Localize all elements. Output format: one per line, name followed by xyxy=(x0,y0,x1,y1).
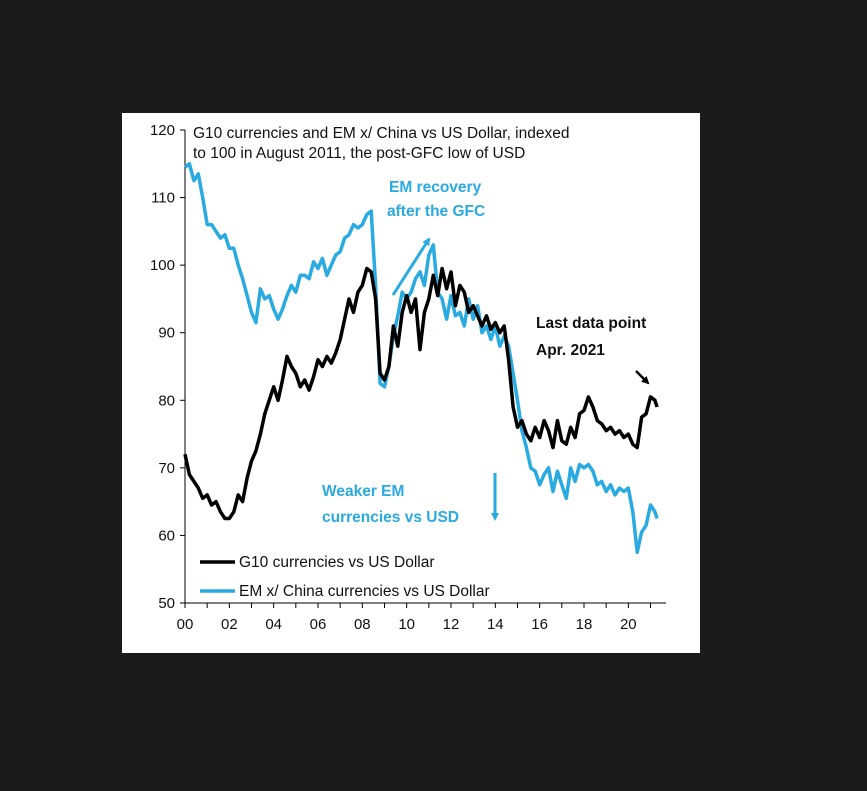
legend-label-em: EM x/ China currencies vs US Dollar xyxy=(239,583,490,600)
x-tick-label: 08 xyxy=(354,616,371,633)
y-tick-label: 50 xyxy=(158,595,175,612)
x-tick-label: 02 xyxy=(221,616,238,633)
g10-series-line xyxy=(183,266,659,521)
y-tick-label: 60 xyxy=(158,527,175,544)
x-tick-label: 10 xyxy=(398,616,415,633)
legend: G10 currencies vs US Dollar EM x/ China … xyxy=(200,554,490,600)
y-tick-label: 110 xyxy=(151,190,175,207)
chart-title-line-2: to 100 in August 2011, the post-GFC low … xyxy=(193,145,525,162)
annotation-last-point-line-1: Last data point xyxy=(536,315,646,332)
x-ticks: 00 02 04 06 08 10 12 14 16 18 20 xyxy=(177,603,651,633)
annotation-weaker-em-line-1: Weaker EM xyxy=(322,483,404,500)
annotation-em-recovery-line-2: after the GFC xyxy=(387,203,485,220)
annotation-weaker-em-line-2: currencies vs USD xyxy=(322,509,459,526)
x-tick-label: 18 xyxy=(576,616,593,633)
annotation-last-point-line-2: Apr. 2021 xyxy=(536,342,605,359)
x-tick-label: 00 xyxy=(177,616,194,633)
x-tick-label: 12 xyxy=(443,616,460,633)
last-point-arrow xyxy=(635,370,650,385)
chart-panel: G10 currencies and EM x/ China vs US Dol… xyxy=(122,113,700,653)
y-ticks: 50 60 70 80 90 100 110 120 xyxy=(150,122,185,612)
em-recovery-arrow xyxy=(391,237,431,296)
chart-title-line-1: G10 currencies and EM x/ China vs US Dol… xyxy=(193,125,569,142)
chart-svg: G10 currencies and EM x/ China vs US Dol… xyxy=(150,122,666,633)
y-tick-label: 90 xyxy=(158,325,175,342)
x-tick-label: 04 xyxy=(265,616,282,633)
legend-label-g10: G10 currencies vs US Dollar xyxy=(239,554,435,571)
y-tick-label: 70 xyxy=(158,460,175,477)
y-tick-label: 120 xyxy=(150,122,175,139)
em-series-line xyxy=(183,162,659,555)
x-tick-label: 06 xyxy=(310,616,327,633)
annotation-em-recovery-line-1: EM recovery xyxy=(389,179,482,196)
x-tick-label: 14 xyxy=(487,616,504,633)
y-tick-label: 100 xyxy=(150,257,175,274)
x-tick-label: 16 xyxy=(531,616,548,633)
x-tick-label: 20 xyxy=(620,616,637,633)
y-tick-label: 80 xyxy=(158,392,175,409)
